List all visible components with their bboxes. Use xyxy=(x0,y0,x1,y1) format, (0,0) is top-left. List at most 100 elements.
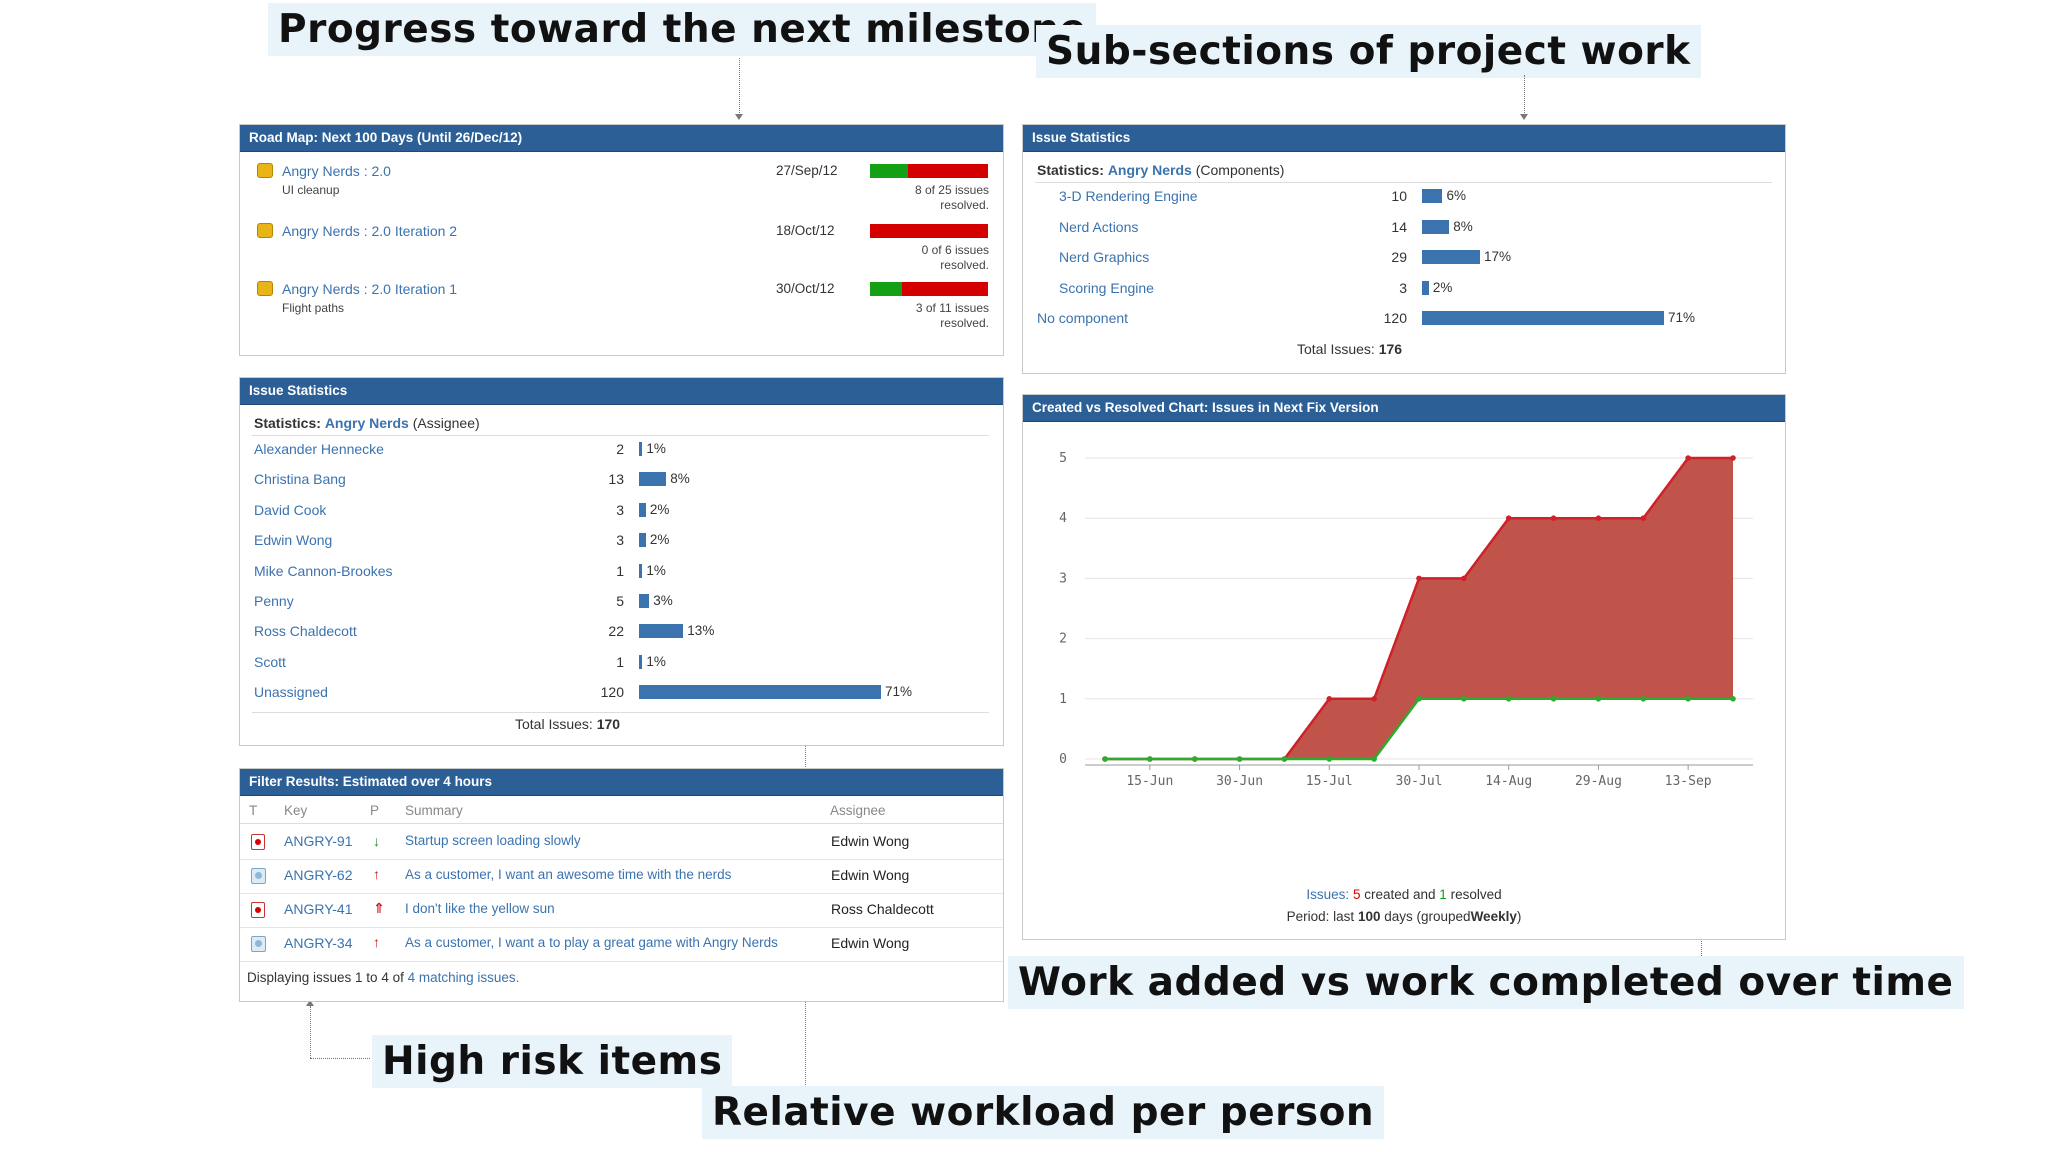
issue-summary[interactable]: As a customer, I want a to play a great … xyxy=(405,935,778,950)
version-name[interactable]: Angry Nerds : 2.0 Iteration 1 xyxy=(282,281,458,297)
footer-suffix[interactable]: matching issues. xyxy=(418,970,520,985)
divider xyxy=(1035,182,1772,183)
callout-progress: Progress toward the next milestone xyxy=(268,3,1097,56)
assignee-name[interactable]: Ross Chaldecott xyxy=(254,623,357,640)
created-resolved-area xyxy=(1105,458,1733,759)
project-link[interactable]: Angry Nerds xyxy=(324,415,409,431)
assignee-percent: 1% xyxy=(646,653,666,669)
assignee-bar xyxy=(639,442,643,456)
x-tick-label: 13-Sep xyxy=(1665,774,1712,789)
callout-high-risk: High risk items xyxy=(372,1035,733,1088)
assignee-name[interactable]: David Cook xyxy=(254,501,327,518)
version-name[interactable]: Angry Nerds : 2.0 xyxy=(282,163,391,179)
issue-key[interactable]: ANGRY-91 xyxy=(284,833,353,849)
component-bar xyxy=(1422,189,1443,203)
story-icon-mark xyxy=(255,940,262,947)
issue-key[interactable]: ANGRY-34 xyxy=(284,935,353,951)
created-point xyxy=(1730,455,1736,461)
assignee-name[interactable]: Christina Bang xyxy=(254,471,346,488)
grouping-label: (Components) xyxy=(1195,162,1285,178)
stats-label: Statistics: xyxy=(1037,162,1104,178)
assignee-name[interactable]: Edwin Wong xyxy=(254,532,333,549)
y-tick-label: 4 xyxy=(1059,511,1067,526)
component-name[interactable]: 3-D Rendering Engine xyxy=(1059,188,1198,204)
total-value: 176 xyxy=(1378,341,1403,357)
col-header-priority[interactable]: P xyxy=(370,803,380,818)
version-name[interactable]: Angry Nerds : 2.0 Iteration 2 xyxy=(282,223,458,239)
project-link[interactable]: Angry Nerds xyxy=(1107,162,1192,178)
issue-key[interactable]: ANGRY-62 xyxy=(284,867,353,883)
assignee-name[interactable]: Mike Cannon-Brookes xyxy=(254,562,393,579)
component-name[interactable]: Nerd Graphics xyxy=(1059,249,1150,265)
callout-workload: Relative workload per person xyxy=(702,1086,1385,1139)
assignee-count: 2 xyxy=(616,441,624,457)
x-tick-label: 30-Jun xyxy=(1216,774,1263,789)
version-package-icon xyxy=(257,281,273,296)
assignee-name[interactable]: Unassigned xyxy=(254,684,328,701)
assignee-percent: 13% xyxy=(687,623,715,639)
table-row[interactable]: ANGRY-91 ↓ Startup screen loading slowly Ed… xyxy=(240,825,1003,860)
version-release-date: 30/Oct/12 xyxy=(776,281,835,296)
issue-summary[interactable]: As a customer, I want an awesome time wi… xyxy=(405,867,732,882)
table-row[interactable]: ANGRY-41 ⇑ I don't like the yellow sun Ross… xyxy=(240,893,1003,928)
issue-assignee: Ross Chaldecott xyxy=(831,901,934,917)
resolved-point xyxy=(1461,696,1467,702)
issue-summary[interactable]: I don't like the yellow sun xyxy=(405,901,555,916)
priority-low-icon: ↓ xyxy=(373,833,380,849)
col-header-summary[interactable]: Summary xyxy=(405,803,463,818)
created-resolved-chart: 0 1 2 3 4 5 15-Jun 30-Jun 15-Jul 30-Jul 14-Aug 29-A… xyxy=(1059,451,1753,789)
component-name[interactable]: No component xyxy=(1037,310,1129,326)
col-header-key[interactable]: Key xyxy=(284,803,308,818)
issue-key[interactable]: ANGRY-41 xyxy=(284,901,353,917)
filter-title: Filter Results: Estimated over 4 hours xyxy=(240,769,1003,796)
created-point xyxy=(1640,515,1647,521)
assignee-bar xyxy=(639,502,646,517)
assignee-count: 13 xyxy=(608,471,624,488)
x-tick-label: 29-Aug xyxy=(1575,774,1622,789)
assignee-bar xyxy=(639,685,881,700)
y-tick-label: 2 xyxy=(1059,632,1067,647)
assignee-stats-gadget: Issue Statistics Statistics: Angry Nerds… xyxy=(239,377,1004,746)
component-percent: 71% xyxy=(1668,310,1696,325)
issue-summary[interactable]: Startup screen loading slowly xyxy=(405,833,581,848)
component-total: Total Issues: 176 xyxy=(1297,341,1402,357)
story-icon xyxy=(251,868,266,884)
assignee-name[interactable]: Penny xyxy=(254,593,294,609)
created-text: created and xyxy=(1364,887,1436,902)
divider xyxy=(252,435,989,436)
component-bar xyxy=(1422,219,1450,234)
assignee-percent: 1% xyxy=(646,441,666,456)
table-row[interactable]: ANGRY-62 ↑ As a customer, I want an awesom… xyxy=(240,859,1003,894)
component-name[interactable]: Scoring Engine xyxy=(1059,279,1154,296)
col-header-assignee[interactable]: Assignee xyxy=(830,803,886,818)
footer-count[interactable]: 4 xyxy=(407,970,416,985)
version-progress-done xyxy=(870,164,908,178)
assignee-count: 120 xyxy=(600,684,624,701)
component-stats-gadget: Issue Statistics Statistics: Angry Nerds… xyxy=(1022,124,1786,374)
component-bar xyxy=(1422,250,1480,264)
assignee-name[interactable]: Alexander Hennecke xyxy=(254,441,384,457)
table-row[interactable]: ANGRY-34 ↑ As a customer, I want a to play… xyxy=(240,927,1003,962)
issues-label[interactable]: Issues: xyxy=(1306,887,1350,902)
assignee-bar xyxy=(639,563,643,578)
filter-gadget: Filter Results: Estimated over 4 hours T… xyxy=(239,768,1004,1002)
component-count: 3 xyxy=(1399,279,1407,296)
priority-high-icon: ↑ xyxy=(373,866,380,882)
chart-summary-period: Period: last 100 days (groupedWeekly) xyxy=(1023,909,1785,924)
chart-summary-issues: Issues: 5 created and 1 resolved xyxy=(1023,887,1785,902)
x-tick-label: 15-Jul xyxy=(1306,774,1353,789)
connector-high-risk-arrow xyxy=(306,1000,314,1006)
period-prefix: Period: last xyxy=(1286,909,1355,924)
x-tick-label: 15-Jun xyxy=(1126,774,1173,789)
bug-icon xyxy=(251,834,265,850)
assignee-stats-heading: Statistics: Angry Nerds (Assignee) xyxy=(254,415,480,431)
component-name[interactable]: Nerd Actions xyxy=(1059,218,1139,235)
version-package-icon xyxy=(257,223,273,238)
created-point xyxy=(1550,515,1557,521)
col-header-type[interactable]: T xyxy=(249,803,258,818)
assignee-name[interactable]: Scott xyxy=(254,653,286,670)
assignee-bar xyxy=(639,472,667,487)
callout-work-added: Work added vs work completed over time xyxy=(1008,956,1964,1009)
created-point xyxy=(1416,575,1422,582)
resolved-point xyxy=(1281,756,1288,762)
